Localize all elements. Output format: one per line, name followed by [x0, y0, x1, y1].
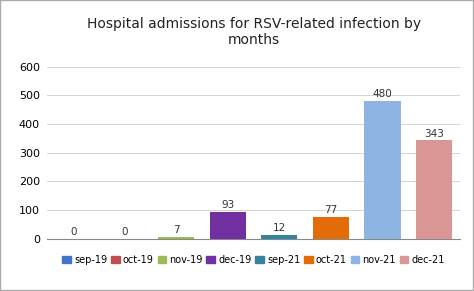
Text: 0: 0: [70, 227, 76, 237]
Text: 480: 480: [373, 89, 392, 99]
Bar: [416, 140, 452, 239]
Text: 77: 77: [324, 205, 337, 215]
Bar: [365, 101, 401, 239]
Bar: [261, 235, 297, 239]
Bar: [158, 237, 194, 239]
Bar: [210, 212, 246, 239]
Title: Hospital admissions for RSV-related infection by
months: Hospital admissions for RSV-related infe…: [87, 17, 420, 47]
Text: 12: 12: [273, 223, 286, 233]
Text: 93: 93: [221, 200, 235, 210]
Text: 0: 0: [121, 227, 128, 237]
Text: 343: 343: [424, 129, 444, 139]
Bar: [313, 217, 349, 239]
Legend: sep-19, oct-19, nov-19, dec-19, sep-21, oct-21, nov-21, dec-21: sep-19, oct-19, nov-19, dec-19, sep-21, …: [63, 255, 445, 265]
Text: 7: 7: [173, 225, 180, 235]
